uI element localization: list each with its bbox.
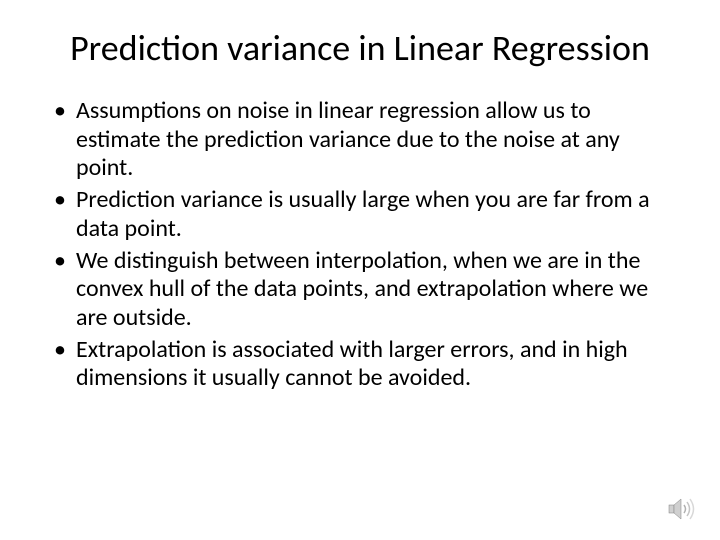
bullet-item: Prediction variance is usually large whe…: [48, 186, 672, 243]
slide-title: Prediction variance in Linear Regression: [48, 28, 672, 69]
bullet-item: Extrapolation is associated with larger …: [48, 336, 672, 393]
bullet-item: Assumptions on noise in linear regressio…: [48, 97, 672, 182]
bullet-list: Assumptions on noise in linear regressio…: [48, 97, 672, 392]
speaker-icon: [668, 496, 698, 522]
bullet-item: We distinguish between interpolation, wh…: [48, 247, 672, 332]
